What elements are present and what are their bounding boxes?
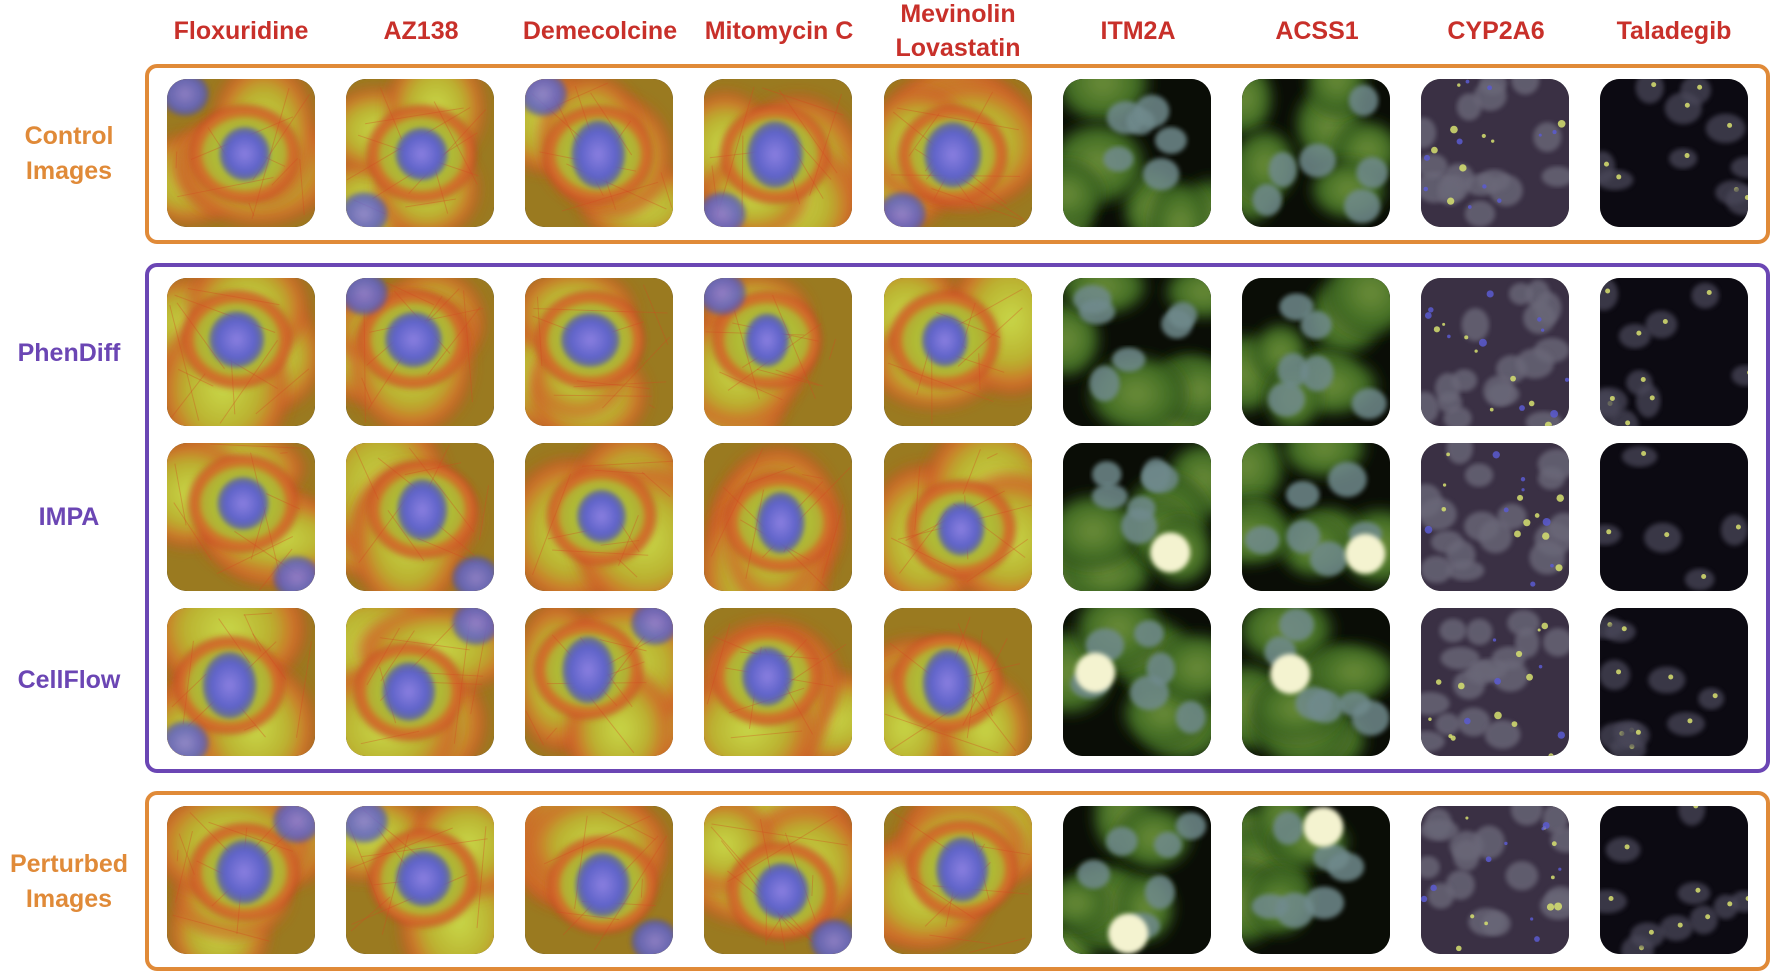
cell-image-phendiff-taladegib [1600, 278, 1748, 426]
cell-image-phendiff-cyp2a6 [1421, 278, 1569, 426]
row-label-line: PhenDiff [17, 339, 121, 367]
cell-image-impa-az138 [346, 443, 494, 591]
cell-image-phendiff-mevinolin-lovastatin [884, 278, 1032, 426]
column-header-az138: AZ138 [331, 0, 511, 62]
column-header-demecolcine: Demecolcine [510, 0, 690, 62]
cell-image-cellflow-mevinolin-lovastatin [884, 608, 1032, 756]
cell-image-cellflow-cyp2a6 [1421, 608, 1569, 756]
row-label-line: Perturbed [9, 850, 129, 878]
cell-image-impa-mitomycin-c [704, 443, 852, 591]
cell-image-control-az138 [346, 79, 494, 227]
cell-image-perturbed-itm2a [1063, 806, 1211, 954]
row-label-control: Control Images [0, 119, 138, 189]
cell-image-cellflow-floxuridine [167, 608, 315, 756]
cell-image-phendiff-acss1 [1242, 278, 1390, 426]
row-label-line: Images [25, 885, 113, 913]
cell-image-phendiff-demecolcine [525, 278, 673, 426]
cell-image-control-mevinolin-lovastatin [884, 79, 1032, 227]
row-label-line: IMPA [38, 503, 100, 531]
cell-image-control-acss1 [1242, 79, 1390, 227]
cell-image-impa-itm2a [1063, 443, 1211, 591]
cell-image-phendiff-az138 [346, 278, 494, 426]
cell-image-phendiff-mitomycin-c [704, 278, 852, 426]
row-label-phendiff: PhenDiff [0, 336, 138, 371]
cell-image-cellflow-acss1 [1242, 608, 1390, 756]
cell-image-impa-cyp2a6 [1421, 443, 1569, 591]
column-header-mitomycin-c: Mitomycin C [689, 0, 869, 62]
column-header-label: AZ138 [383, 17, 459, 45]
cell-image-impa-demecolcine [525, 443, 673, 591]
control-group-box [145, 64, 1770, 244]
column-header-taladegib: Taladegib [1584, 0, 1764, 62]
model-group-box [145, 263, 1770, 773]
cell-image-perturbed-mevinolin-lovastatin [884, 806, 1032, 954]
row-label-line: Images [25, 157, 113, 185]
perturbed-group-box [145, 791, 1770, 971]
cell-image-perturbed-demecolcine [525, 806, 673, 954]
column-header-label: ITM2A [1100, 17, 1176, 45]
row-label-line: Control [24, 122, 114, 150]
column-header-label: Mevinolin Lovastatin [895, 0, 1021, 62]
cell-image-control-floxuridine [167, 79, 315, 227]
cell-image-perturbed-mitomycin-c [704, 806, 852, 954]
row-label-impa: IMPA [0, 500, 138, 535]
cell-image-cellflow-demecolcine [525, 608, 673, 756]
cell-image-impa-floxuridine [167, 443, 315, 591]
cell-image-cellflow-taladegib [1600, 608, 1748, 756]
cell-image-control-mitomycin-c [704, 79, 852, 227]
cell-image-cellflow-mitomycin-c [704, 608, 852, 756]
column-header-label: Floxuridine [173, 17, 309, 45]
cell-image-control-cyp2a6 [1421, 79, 1569, 227]
cell-image-perturbed-az138 [346, 806, 494, 954]
column-header-floxuridine: Floxuridine [151, 0, 331, 62]
cell-image-cellflow-az138 [346, 608, 494, 756]
column-header-label: Mitomycin C [704, 17, 854, 45]
cell-image-control-taladegib [1600, 79, 1748, 227]
column-header-cyp2a6: CYP2A6 [1406, 0, 1586, 62]
column-header-label: Taladegib [1616, 17, 1732, 45]
cell-image-perturbed-cyp2a6 [1421, 806, 1569, 954]
column-header-label: ACSS1 [1275, 17, 1359, 45]
cell-image-perturbed-acss1 [1242, 806, 1390, 954]
cell-image-control-demecolcine [525, 79, 673, 227]
cell-image-impa-taladegib [1600, 443, 1748, 591]
row-label-perturbed: Perturbed Images [0, 847, 138, 917]
column-header-mevinolin-lovastatin: Mevinolin Lovastatin [868, 0, 1048, 62]
row-label-line: CellFlow [17, 666, 121, 694]
column-header-itm2a: ITM2A [1048, 0, 1228, 62]
cell-image-perturbed-taladegib [1600, 806, 1748, 954]
cell-image-impa-acss1 [1242, 443, 1390, 591]
cell-image-perturbed-floxuridine [167, 806, 315, 954]
cell-image-phendiff-floxuridine [167, 278, 315, 426]
cell-image-control-itm2a [1063, 79, 1211, 227]
cell-image-impa-mevinolin-lovastatin [884, 443, 1032, 591]
column-header-acss1: ACSS1 [1227, 0, 1407, 62]
cell-image-cellflow-itm2a [1063, 608, 1211, 756]
cell-image-phendiff-itm2a [1063, 278, 1211, 426]
row-label-cellflow: CellFlow [0, 663, 138, 698]
column-header-label: CYP2A6 [1447, 17, 1545, 45]
column-header-label: Demecolcine [522, 17, 678, 45]
